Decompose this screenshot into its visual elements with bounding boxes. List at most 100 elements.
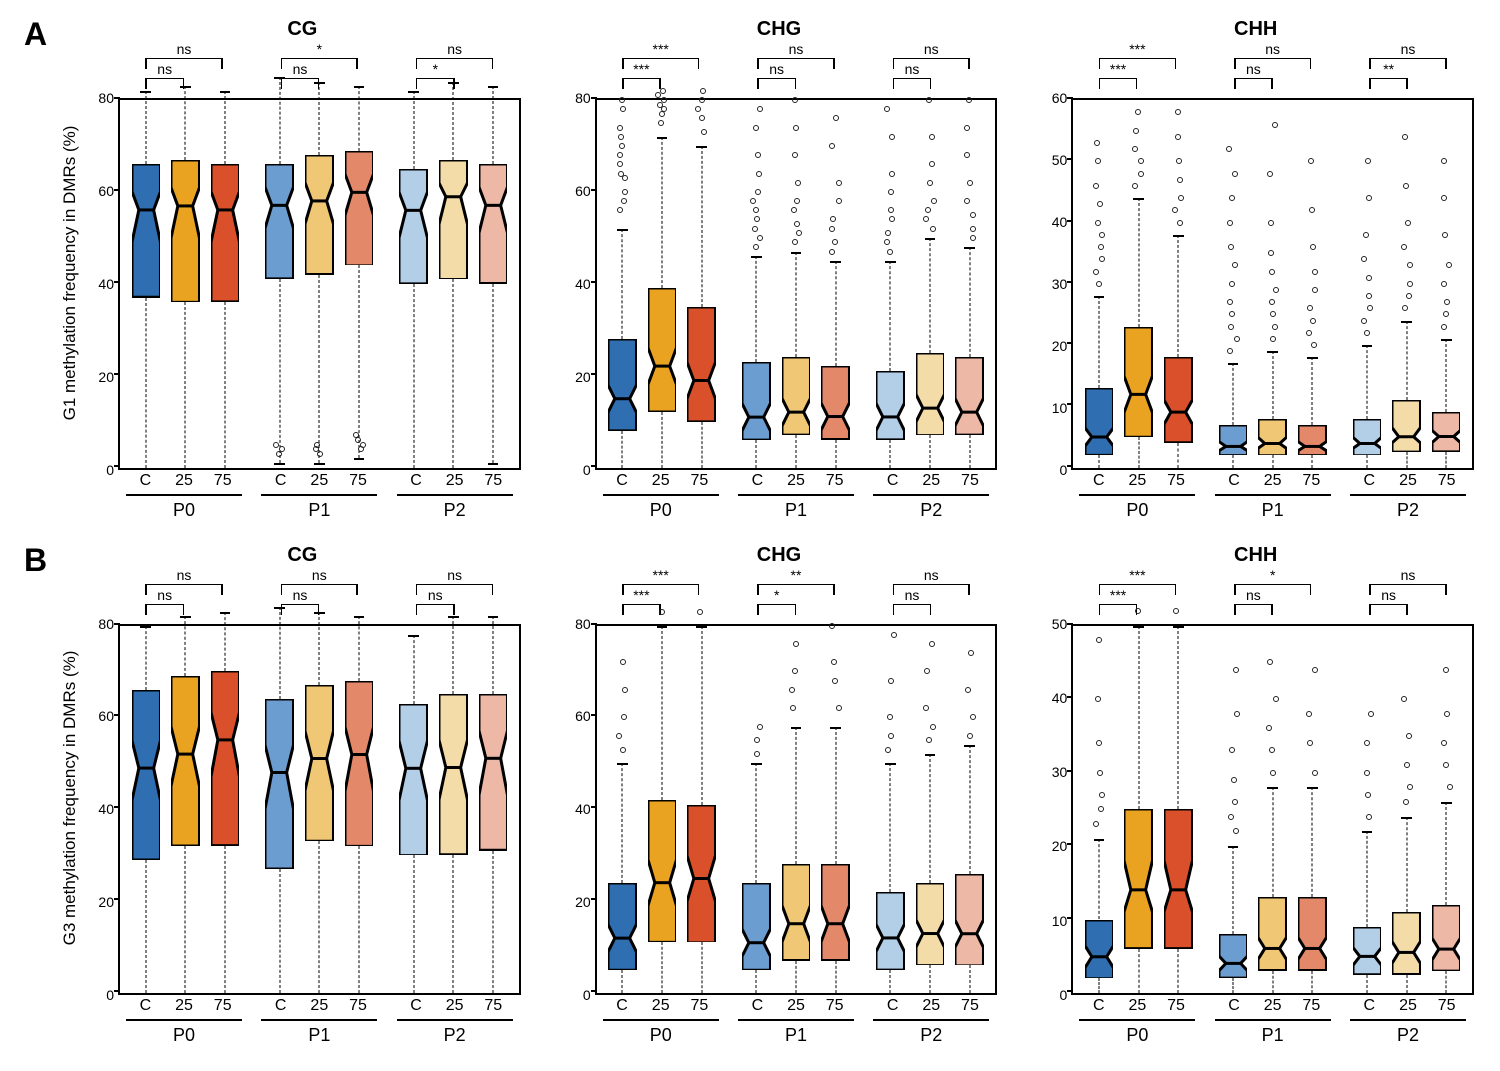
panel-title: CHH [1037,18,1474,42]
box-P2_C [1349,626,1385,994]
panel-B_CHH: CHH******ns*nsns01020304050C2575P0C2575P… [1009,544,1474,1054]
panel-title: CG [84,544,521,568]
sig-bracket: ** [1369,78,1408,79]
box-P0_C [605,100,641,468]
sig-bracket: *** [1099,58,1176,59]
box-P1_75 [818,626,854,994]
box-P0_75 [207,100,243,468]
row-A: A G1 methylation frequency in DMRs (%)CG… [20,10,1480,536]
box-P0_C [128,100,164,468]
figure: A G1 methylation frequency in DMRs (%)CG… [20,10,1480,1061]
row-B: B G3 methylation frequency in DMRs (%)CG… [20,536,1480,1062]
box-P1_25 [302,100,338,468]
box-P2_75 [475,626,511,994]
plot-area [118,624,521,996]
box-P0_25 [168,100,204,468]
sig-bracket: ns [1369,584,1446,585]
box-P1_75 [818,100,854,468]
sig-bracket: ns [1234,78,1273,79]
box-P0_75 [684,626,720,994]
box-P0_C [128,626,164,994]
box-P0_75 [1161,626,1197,994]
box-P2_25 [435,100,471,468]
box-P0_25 [1121,100,1157,468]
significance-brackets: ******ns*nsns [1037,568,1474,624]
sig-bracket: * [1234,584,1311,585]
sig-bracket: *** [622,78,661,79]
box-P2_25 [1389,100,1425,468]
sig-bracket: ns [145,78,184,79]
panel-A_CG: G1 methylation frequency in DMRs (%)CGns… [56,18,521,528]
significance-brackets: nsnsns**ns [84,42,521,98]
box-P0_75 [1161,100,1197,468]
plot-area [118,98,521,470]
plot-area [595,98,998,470]
box-P2_75 [1428,626,1464,994]
significance-brackets: nsnsnsnsnsns [84,568,521,624]
box-P1_C [1215,100,1251,468]
sig-bracket: ns [757,78,796,79]
box-P2_C [396,100,432,468]
box-P0_25 [1121,626,1157,994]
plot-area [1071,98,1474,470]
box-P0_C [1081,100,1117,468]
sig-bracket: * [281,58,358,59]
box-P2_75 [1428,100,1464,468]
sig-bracket: *** [622,584,699,585]
box-P2_75 [475,100,511,468]
box-P2_C [873,100,909,468]
panel-title: CHG [561,544,998,568]
sig-bracket: ns [1369,604,1408,605]
box-P1_C [262,100,298,468]
panel-title: CG [84,18,521,42]
sig-bracket: ns [145,58,222,59]
box-P1_C [1215,626,1251,994]
panel-A_CHH: CHH******nsns**ns0102030405060C2575P0C25… [1009,18,1474,528]
box-P2_C [1349,100,1385,468]
sig-bracket: * [416,78,455,79]
significance-brackets: ******nsns**ns [1037,42,1474,98]
panel-label-B: B [24,542,47,579]
sig-bracket: ns [145,604,184,605]
box-P2_25 [435,626,471,994]
panel-title: CHH [1037,544,1474,568]
box-P2_75 [952,626,988,994]
box-P1_C [739,626,775,994]
box-P1_C [739,100,775,468]
sig-bracket: *** [622,604,661,605]
box-P1_75 [341,100,377,468]
box-P2_75 [952,100,988,468]
box-P1_25 [1255,626,1291,994]
box-P1_75 [1294,626,1330,994]
sig-bracket: ns [281,78,320,79]
box-P0_25 [644,100,680,468]
box-P2_25 [1389,626,1425,994]
sig-bracket: ** [757,584,834,585]
box-P0_25 [168,626,204,994]
box-P1_25 [778,626,814,994]
sig-bracket: *** [622,58,699,59]
box-P1_25 [778,100,814,468]
box-P1_C [262,626,298,994]
sig-bracket: ns [893,584,970,585]
sig-bracket: ns [416,584,493,585]
sig-bracket: ns [281,604,320,605]
sig-bracket: ns [757,58,834,59]
sig-bracket: ns [893,604,932,605]
sig-bracket: * [757,604,796,605]
box-P2_C [396,626,432,994]
box-P2_25 [912,626,948,994]
box-P0_C [1081,626,1117,994]
sig-bracket: ns [416,604,455,605]
sig-bracket: ns [893,58,970,59]
significance-brackets: *********nsns [561,568,998,624]
box-P1_75 [341,626,377,994]
panel-title: CHG [561,18,998,42]
box-P1_25 [302,626,338,994]
box-P2_C [873,626,909,994]
sig-bracket: ns [1234,58,1311,59]
sig-bracket: ns [893,78,932,79]
panel-label-A: A [24,16,47,53]
sig-bracket: ns [281,584,358,585]
significance-brackets: *** *** ns ns ns ns [561,42,998,98]
